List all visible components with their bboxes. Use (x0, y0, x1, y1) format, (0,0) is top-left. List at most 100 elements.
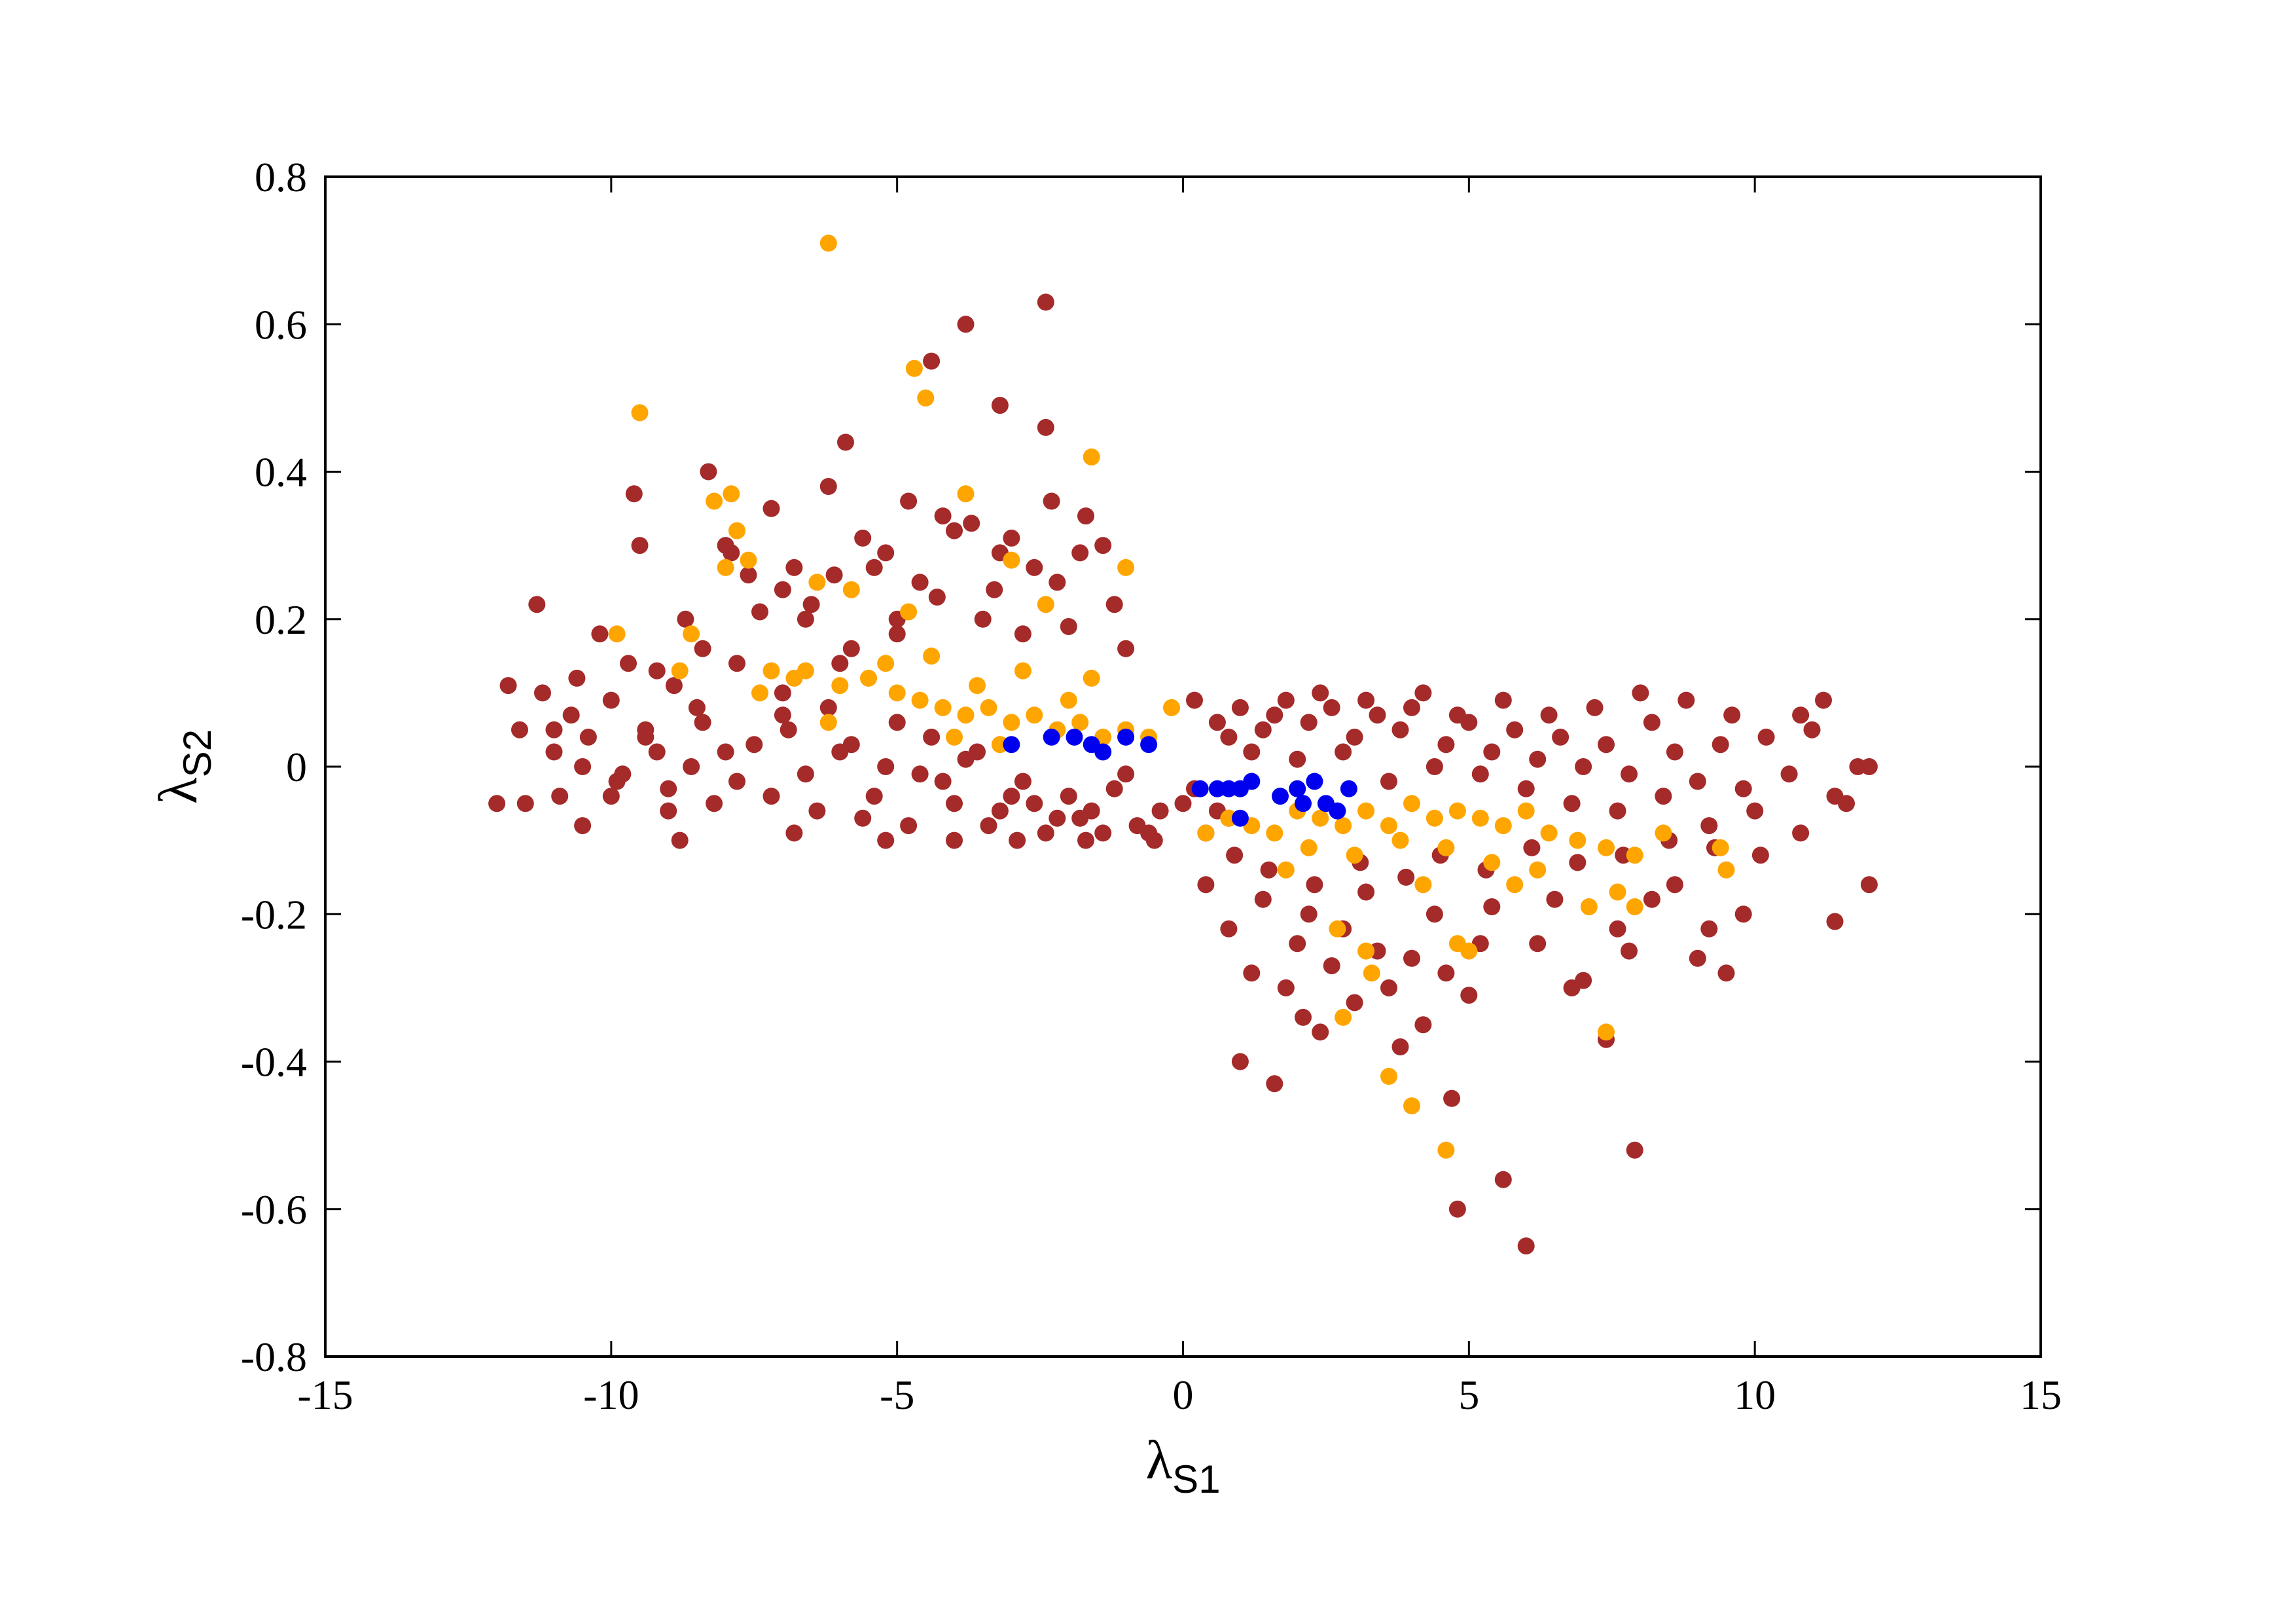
data-point (1003, 788, 1020, 805)
data-point (1208, 714, 1226, 731)
data-point (1494, 691, 1512, 709)
data-point (1346, 847, 1363, 864)
data-point (1426, 905, 1443, 923)
data-point (717, 558, 734, 576)
data-point (660, 802, 677, 820)
data-point (625, 485, 643, 503)
data-point (1077, 831, 1094, 849)
data-point (911, 691, 929, 709)
data-point (1037, 824, 1054, 842)
data-point (1363, 964, 1380, 982)
data-point (888, 684, 906, 702)
data-point (1260, 861, 1278, 879)
data-point (900, 492, 918, 510)
data-point (1243, 964, 1261, 982)
data-point (1757, 728, 1775, 746)
data-point (694, 640, 711, 657)
data-point (1346, 994, 1363, 1012)
data-point (1643, 890, 1660, 908)
data-point (1448, 802, 1466, 820)
data-point (1335, 817, 1352, 835)
data-point (819, 714, 837, 731)
data-point (614, 765, 632, 783)
data-point (1369, 706, 1386, 724)
data-point (534, 684, 551, 702)
data-point (1049, 809, 1066, 827)
data-point (728, 655, 745, 672)
data-point (974, 610, 992, 628)
data-point (1277, 691, 1295, 709)
data-point (665, 677, 683, 695)
data-point (1071, 714, 1089, 731)
data-point (1803, 721, 1821, 739)
data-point (688, 699, 706, 716)
x-tick-label: -15 (297, 1372, 353, 1418)
data-point (1860, 876, 1878, 894)
data-point (819, 699, 837, 716)
data-point (671, 662, 689, 680)
data-point (1346, 728, 1363, 746)
data-point (802, 596, 820, 613)
data-point (1083, 669, 1100, 687)
data-point (562, 706, 580, 724)
data-point (516, 795, 534, 812)
data-point (1517, 802, 1535, 820)
data-point (1014, 773, 1031, 790)
data-point (957, 485, 975, 503)
data-point (1717, 861, 1735, 879)
data-point (1643, 714, 1660, 731)
data-point (923, 728, 941, 746)
data-point (1494, 1171, 1512, 1188)
data-point (1792, 824, 1810, 842)
data-point (1295, 1008, 1312, 1026)
data-point (1391, 1038, 1409, 1055)
data-point (1231, 809, 1249, 827)
data-point (1626, 1141, 1643, 1159)
data-point (1037, 596, 1054, 613)
data-point (1220, 920, 1238, 938)
data-point (1026, 795, 1043, 812)
data-point (499, 677, 517, 695)
data-point (934, 699, 952, 716)
data-point (1357, 942, 1375, 960)
data-point (1815, 691, 1832, 709)
data-point (1243, 743, 1261, 761)
data-point (706, 492, 723, 510)
data-point (694, 714, 711, 731)
data-point (980, 817, 997, 835)
data-point (1117, 640, 1135, 657)
data-point (1289, 935, 1306, 953)
data-point (700, 463, 717, 481)
data-point (1060, 788, 1077, 805)
data-point (831, 655, 849, 672)
data-point (1569, 854, 1587, 871)
data-point (1700, 920, 1718, 938)
data-point (774, 706, 791, 724)
data-point (980, 699, 997, 716)
data-point (1517, 780, 1535, 797)
x-tick-label: 0 (1173, 1372, 1194, 1418)
data-point (1117, 728, 1135, 746)
data-point (1014, 625, 1031, 643)
data-point (1712, 736, 1729, 754)
x-axis-label-symbol: λ (1145, 1430, 1172, 1491)
data-point (780, 721, 797, 739)
data-point (1306, 773, 1323, 790)
data-point (808, 574, 826, 591)
data-point (1312, 1023, 1329, 1041)
points-layer (488, 234, 1878, 1255)
data-point (1066, 728, 1083, 746)
data-point (1380, 1068, 1397, 1085)
data-point (1312, 684, 1329, 702)
data-point (1105, 596, 1123, 613)
data-point (1483, 854, 1501, 871)
y-tick-label: -0.6 (241, 1186, 307, 1233)
y-tick-label: -0.8 (241, 1334, 307, 1380)
data-point (762, 788, 780, 805)
data-point (797, 662, 814, 680)
data-point (825, 566, 843, 584)
x-tick-label: -5 (880, 1372, 914, 1418)
data-point (1717, 964, 1735, 982)
data-point (865, 558, 883, 576)
data-point (568, 669, 586, 687)
